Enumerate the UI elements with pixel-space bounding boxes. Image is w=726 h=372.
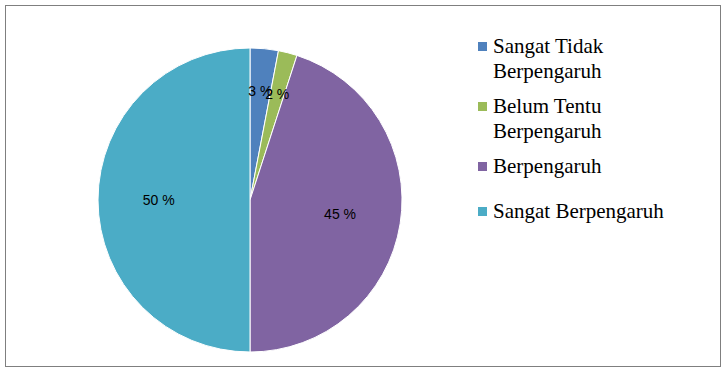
svg-text:45 %: 45 % — [324, 206, 356, 222]
svg-text:2 %: 2 % — [265, 86, 289, 102]
html-text:Berpengaruh: Berpengaruh — [493, 154, 602, 178]
html-text:Belum Tentu Berpengaruh: Belum Tentu Berpengaruh — [493, 94, 602, 143]
svg-text:50 %: 50 % — [143, 192, 175, 208]
html-text:Sangat Berpengaruh: Sangat Berpengaruh — [493, 199, 664, 223]
html-text:Sangat Tidak Berpengaruh: Sangat Tidak Berpengaruh — [493, 34, 604, 83]
svg-text:3 %: 3 % — [248, 83, 273, 99]
